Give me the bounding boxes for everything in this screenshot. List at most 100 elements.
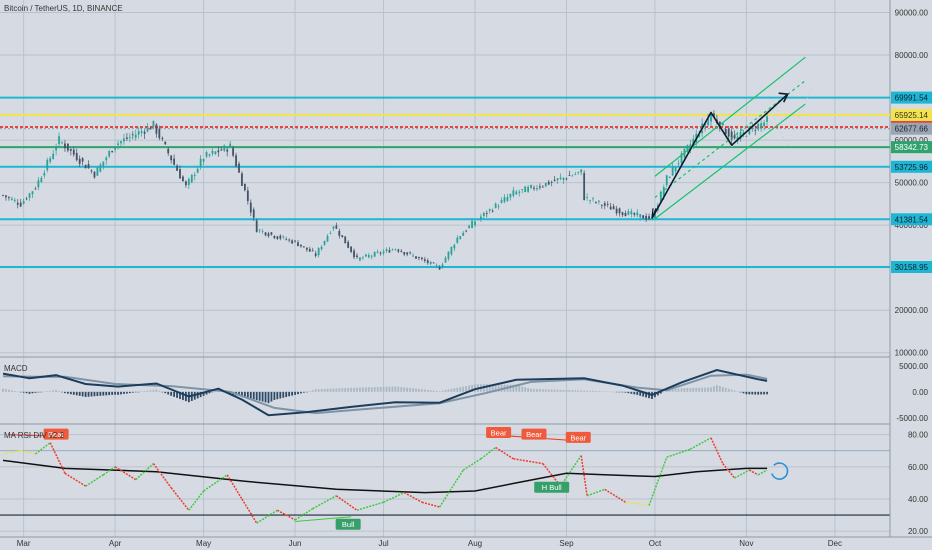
candle-body [140, 131, 143, 133]
macd-hist-bar [418, 388, 420, 392]
candle-body [19, 202, 22, 207]
candle-body [429, 261, 432, 264]
macd-hist-bar [612, 391, 615, 393]
candle-body [359, 257, 361, 261]
candle-body [67, 143, 69, 151]
price-axis-label-1: 80000.00 [895, 51, 929, 60]
candle-body [659, 191, 662, 203]
macd-hist-bar [105, 391, 108, 396]
macd-hist-bar [589, 390, 591, 392]
candle-body [179, 169, 181, 179]
macd-hist-bar [49, 390, 52, 392]
rsi-axis-label-1: 60.00 [908, 463, 929, 472]
candle-body [692, 138, 695, 146]
macd-hist-bar [326, 388, 329, 392]
candle-body [721, 122, 724, 126]
macd-hist-bar [462, 386, 465, 392]
candle-body [300, 244, 302, 247]
macd-hist-bar [533, 388, 535, 392]
candle-body [477, 219, 479, 221]
macd-hist-bar [108, 391, 111, 396]
candle-body [760, 123, 763, 127]
macd-hist-bar [471, 384, 473, 392]
macd-hist-bar [58, 390, 60, 392]
macd-hist-bar [577, 390, 580, 392]
candle-body [297, 242, 299, 247]
macd-hist-bar [766, 391, 768, 395]
macd-hist-bar [423, 389, 426, 392]
macd-hist-bar [497, 384, 500, 392]
macd-hist-bar [164, 391, 167, 394]
macd-axis-label-1: 0.00 [912, 388, 928, 397]
macd-hist-bar [721, 386, 724, 392]
candle-body [364, 254, 367, 257]
candle-body [362, 257, 364, 259]
candle-body [87, 164, 90, 169]
macd-hist-bar [468, 385, 470, 392]
x-label-5: Aug [468, 539, 482, 548]
macd-hist-bar [742, 391, 745, 394]
candle-body [22, 201, 25, 204]
candle-body [438, 267, 441, 270]
macd-hist-bar [276, 391, 279, 400]
macd-hist-bar [308, 391, 311, 392]
rsi-segment [689, 437, 712, 450]
macd-hist-bar [447, 389, 450, 392]
candle-body [450, 246, 453, 255]
candle-body [465, 230, 468, 232]
candle-body [474, 221, 476, 226]
candle-body [126, 137, 128, 139]
candle-body [418, 257, 420, 259]
candle-body [370, 255, 373, 257]
candle-body [244, 183, 246, 191]
candle-body [187, 179, 190, 185]
rsi-segment [312, 495, 337, 510]
macd-hist-bar [173, 391, 175, 397]
candle-body [211, 150, 214, 154]
macd-hist-bar [379, 386, 382, 392]
candle-body [671, 167, 674, 176]
macd-hist-bar [494, 384, 497, 392]
candle-body [385, 249, 388, 252]
level-tag-7: 30158.95 [895, 263, 929, 272]
macd-hist-bar [34, 391, 37, 393]
candle-body [710, 114, 712, 122]
candle-body [580, 169, 583, 173]
macd-hist-bar [332, 388, 335, 392]
candle-body [31, 191, 34, 195]
candle-body [391, 249, 394, 251]
candle-body [84, 164, 87, 169]
x-label-3: Jun [289, 539, 302, 548]
macd-hist-bar [137, 391, 140, 393]
candle-body [748, 126, 751, 135]
candle-body [441, 264, 444, 267]
rsi-segment [64, 472, 86, 487]
rsi-segment [294, 508, 314, 521]
macd-hist-bar [31, 391, 34, 394]
macd-hist-bar [530, 388, 532, 392]
candle-body [421, 257, 423, 260]
macd-hist-bar [539, 389, 541, 392]
candle-body [270, 232, 273, 235]
macd-hist-bar [317, 389, 320, 392]
macd-hist-bar [763, 391, 765, 395]
candle-body [49, 158, 52, 162]
macd-hist-bar [267, 391, 270, 404]
level-tag-4: 58342.73 [895, 143, 929, 152]
candle-body [190, 174, 193, 183]
candle-body [453, 244, 456, 249]
candle-body [226, 149, 229, 152]
candle-body [69, 148, 72, 151]
price-axis-label-3: 60000.00 [895, 136, 929, 145]
level-tag-1: 65925.14 [895, 111, 929, 120]
macd-hist-bar [421, 389, 423, 392]
macd-hist-bar [43, 391, 46, 393]
macd-hist-bar [403, 387, 406, 392]
macd-axis-label-2: -5000.00 [896, 414, 928, 423]
candle-body [630, 211, 633, 215]
x-label-1: Apr [109, 539, 122, 548]
macd-hist-bar [350, 387, 352, 392]
macd-hist-bar [662, 391, 665, 393]
candle-body [618, 208, 621, 214]
